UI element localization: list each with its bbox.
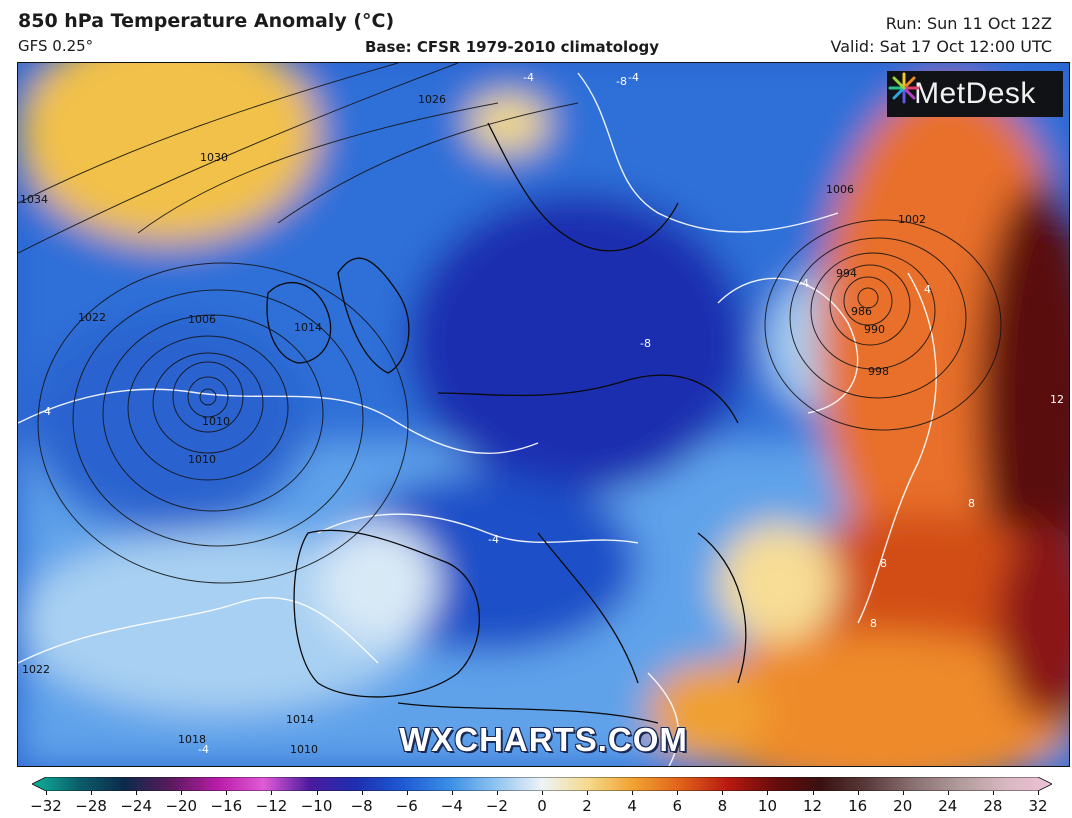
colorbar-tick-mark [451,791,453,795]
anomaly-label: 12 [1050,393,1064,406]
colorbar-tick-mark [91,791,93,795]
anomaly-label: 4 [924,283,931,296]
anomaly-map: 1034 1030 1026 1022 1014 1010 1006 1002 … [17,62,1070,767]
colorbar-tick-mark [542,791,543,795]
colorbar [32,777,1052,791]
anomaly-label: -4 [40,405,51,418]
isobar-label: 986 [851,305,872,318]
colorbar-tick-mark [812,791,814,795]
anomaly-label: -4 [198,743,209,756]
climatology-base: Base: CFSR 1979-2010 climatology [365,38,660,56]
colorbar-tick-label: −32 [30,797,62,815]
colorbar-tick-label: −6 [395,797,418,815]
metdesk-burst-icon [888,72,920,104]
colorbar-tick-label: 24 [938,797,958,815]
colorbar-tick-mark [361,791,363,795]
colorbar-tick-mark [496,791,498,795]
model-name: GFS 0.25° [18,37,94,55]
colorbar-tick-label: −12 [255,797,288,815]
colorbar-tick-mark [722,791,724,795]
colorbar-tick-mark [587,791,589,795]
chart-title: 850 hPa Temperature Anomaly (°C) [18,10,395,32]
colorbar-tick-mark [406,791,408,795]
isobar-label: 1010 [290,743,318,756]
colorbar-tick-label: −4 [440,797,463,815]
colorbar-tick-mark [767,791,769,795]
isobar-label: 1026 [418,93,446,106]
colorbar-tick-label: 6 [672,797,683,815]
isobar-label: 1006 [826,183,854,196]
colorbar-tick-label: 16 [848,797,868,815]
isobar-label: 1014 [286,713,314,726]
anomaly-label: -4 [798,277,809,290]
colorbar-tick-label: 2 [582,797,592,815]
colorbar-tick-label: −8 [350,797,373,815]
colorbar-tick-mark [677,791,679,795]
anomaly-contours [18,72,937,766]
anomaly-label: -8 [616,75,627,88]
colorbar-tick-label: −10 [300,797,333,815]
colorbar-tick-mark [632,791,634,795]
isobar-contours [18,63,1002,584]
isobar-label: 1034 [20,193,48,206]
colorbar-tick-label: 28 [983,797,1003,815]
colorbar-tick-label: −24 [120,797,152,815]
isobar-label: 1006 [188,313,216,326]
colorbar-tick-label: −2 [485,797,508,815]
colorbar-tick-mark [136,791,138,795]
isobar-label: 998 [868,365,889,378]
colorbar-tick-mark [226,791,228,795]
colorbar-tick-mark [316,791,318,795]
anomaly-labels: -4 -4 -4 -4 -4 -4 -8 -8 4 8 8 8 12 -4 [40,71,1064,756]
colorbar-tick-mark [992,791,994,795]
anomaly-label: -4 [628,71,639,84]
colorbar-tick-label: 32 [1028,797,1048,815]
isobar-label: 1018 [178,733,206,746]
isobar-label: 1002 [898,213,926,226]
isobar-label: 1022 [78,311,106,324]
colorbar-tick-label: 8 [717,797,728,815]
anomaly-label: 8 [968,497,975,510]
colorbar-tick-label: 20 [893,797,913,815]
colorbar-tick-mark [181,791,183,795]
colorbar-tick-mark [857,791,859,795]
isobar-label: 994 [836,267,857,280]
logo-text: MetDesk [914,77,1036,110]
colorbar-tick-label: 12 [802,797,823,815]
colorbar-tick-label: −16 [210,797,243,815]
coastlines [266,122,747,724]
metdesk-logo: MetDesk [887,71,1063,117]
anomaly-label: -4 [488,533,499,546]
isobar-labels: 1034 1030 1026 1022 1014 1010 1006 1002 … [20,93,926,756]
colorbar-tick-label: 4 [627,797,637,815]
colorbar-tick-label: −20 [165,797,198,815]
anomaly-label: -4 [523,71,534,84]
isobar-label: 1010 [202,415,230,428]
watermark: WXCHARTS.COM [399,721,688,758]
colorbar-tick-label: −28 [75,797,107,815]
map-graphic: 1034 1030 1026 1022 1014 1010 1006 1002 … [18,63,1069,766]
colorbar-tick-mark [46,791,47,795]
colorbar-tick-mark [947,791,949,795]
colorbar-tick-label: 10 [757,797,777,815]
anomaly-field [18,63,1069,766]
colorbar-tick-label: 0 [537,797,547,815]
isobar-label: 1022 [22,663,50,676]
colorbar-tick-mark [902,791,904,795]
anomaly-label: -8 [640,337,651,350]
valid-time: Valid: Sat 17 Oct 12:00 UTC [830,37,1052,56]
isobar-label: 1010 [188,453,216,466]
isobar-label: 990 [864,323,885,336]
isobar-label: 1030 [200,151,228,164]
anomaly-label: 8 [870,617,877,630]
isobar-label: 1014 [294,321,322,334]
colorbar-tick-mark [271,791,273,795]
anomaly-label: 8 [880,557,887,570]
colorbar-bar [32,777,1052,791]
colorbar-tick-mark [1038,791,1039,795]
run-time: Run: Sun 11 Oct 12Z [885,14,1052,33]
